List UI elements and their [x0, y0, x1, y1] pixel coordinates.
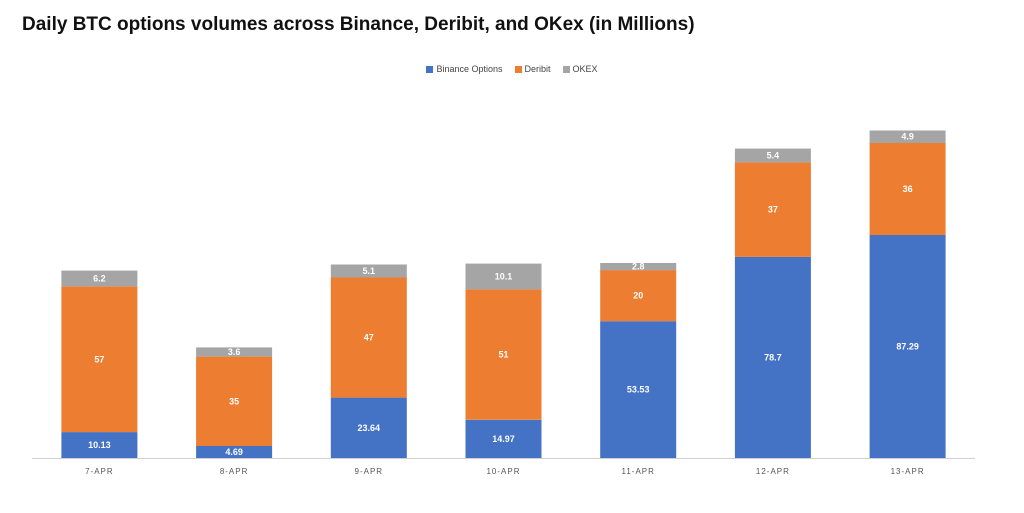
legend-swatch-okex [562, 65, 570, 73]
legend-label-deribit: Deribit [524, 64, 551, 74]
bar-segment-okex-7-apr [61, 270, 138, 287]
bar-segment-binance-options-7-apr [61, 432, 138, 458]
data-label-deribit-11-apr: 20 [633, 291, 643, 301]
data-label-deribit-7-apr: 57 [94, 354, 104, 364]
bar-segment-binance-options-12-apr [734, 256, 811, 458]
bar-segment-binance-options-8-apr [196, 446, 273, 458]
bar-segment-okex-9-apr [330, 264, 407, 278]
data-label-deribit-10-apr: 51 [498, 350, 508, 360]
bar-segment-binance-options-9-apr [330, 397, 407, 458]
bar-segment-binance-options-10-apr [465, 419, 542, 458]
bar-segment-okex-12-apr [734, 148, 811, 163]
x-tick-label-10-apr: 10-APR [486, 467, 520, 476]
data-label-okex-11-apr: 2.8 [632, 262, 645, 272]
bar-segment-deribit-12-apr [734, 162, 811, 257]
bar-segment-okex-10-apr [465, 263, 542, 290]
bar-segment-deribit-8-apr [196, 356, 273, 446]
x-tick-label-9-apr: 9-APR [355, 467, 384, 476]
x-tick-label-12-apr: 12-APR [756, 467, 790, 476]
bar-segment-deribit-11-apr [600, 270, 677, 322]
data-label-binance-options-8-apr: 4.69 [225, 447, 243, 457]
x-tick-label-7-apr: 7-APR [85, 467, 114, 476]
bar-segment-deribit-9-apr [330, 277, 407, 398]
data-label-deribit-13-apr: 36 [903, 184, 913, 194]
x-tick-label-8-apr: 8-APR [220, 467, 249, 476]
chart-title: Daily BTC options volumes across Binance… [22, 14, 695, 35]
data-label-binance-options-13-apr: 87.29 [896, 342, 919, 352]
data-label-binance-options-11-apr: 53.53 [627, 385, 650, 395]
data-label-okex-13-apr: 4.9 [901, 132, 914, 142]
bar-segment-deribit-13-apr [869, 143, 946, 235]
data-label-binance-options-10-apr: 14.97 [492, 434, 515, 444]
legend-item-binance: Binance Options [426, 64, 503, 74]
bar-segment-okex-8-apr [196, 347, 273, 357]
data-label-binance-options-7-apr: 10.13 [88, 440, 111, 450]
bar-segment-deribit-10-apr [465, 289, 542, 420]
legend-label-okex: OKEX [572, 64, 598, 74]
data-label-okex-8-apr: 3.6 [228, 347, 241, 357]
legend-item-okex: OKEX [562, 64, 598, 74]
data-label-okex-10-apr: 10.1 [495, 272, 513, 282]
data-label-binance-options-9-apr: 23.64 [358, 423, 381, 433]
data-label-deribit-8-apr: 35 [229, 396, 239, 406]
bar-segment-binance-options-11-apr [600, 321, 677, 458]
data-label-okex-12-apr: 5.4 [767, 151, 780, 161]
legend-label-binance: Binance Options [436, 64, 503, 74]
bar-segment-binance-options-13-apr [869, 235, 946, 458]
data-label-deribit-12-apr: 37 [768, 205, 778, 215]
legend: Binance Options Deribit OKEX [0, 64, 1024, 74]
legend-swatch-deribit [514, 65, 522, 73]
legend-swatch-binance [426, 65, 434, 73]
data-label-binance-options-12-apr: 78.7 [764, 353, 782, 363]
x-tick-label-13-apr: 13-APR [891, 467, 925, 476]
data-label-okex-9-apr: 5.1 [363, 266, 376, 276]
bar-segment-okex-13-apr [869, 130, 946, 143]
data-label-deribit-9-apr: 47 [364, 333, 374, 343]
bar-segment-okex-11-apr [600, 263, 677, 271]
data-label-okex-7-apr: 6.2 [93, 274, 106, 284]
bar-segment-deribit-7-apr [61, 286, 138, 433]
x-tick-label-11-apr: 11-APR [621, 467, 654, 476]
legend-item-deribit: Deribit [514, 64, 551, 74]
